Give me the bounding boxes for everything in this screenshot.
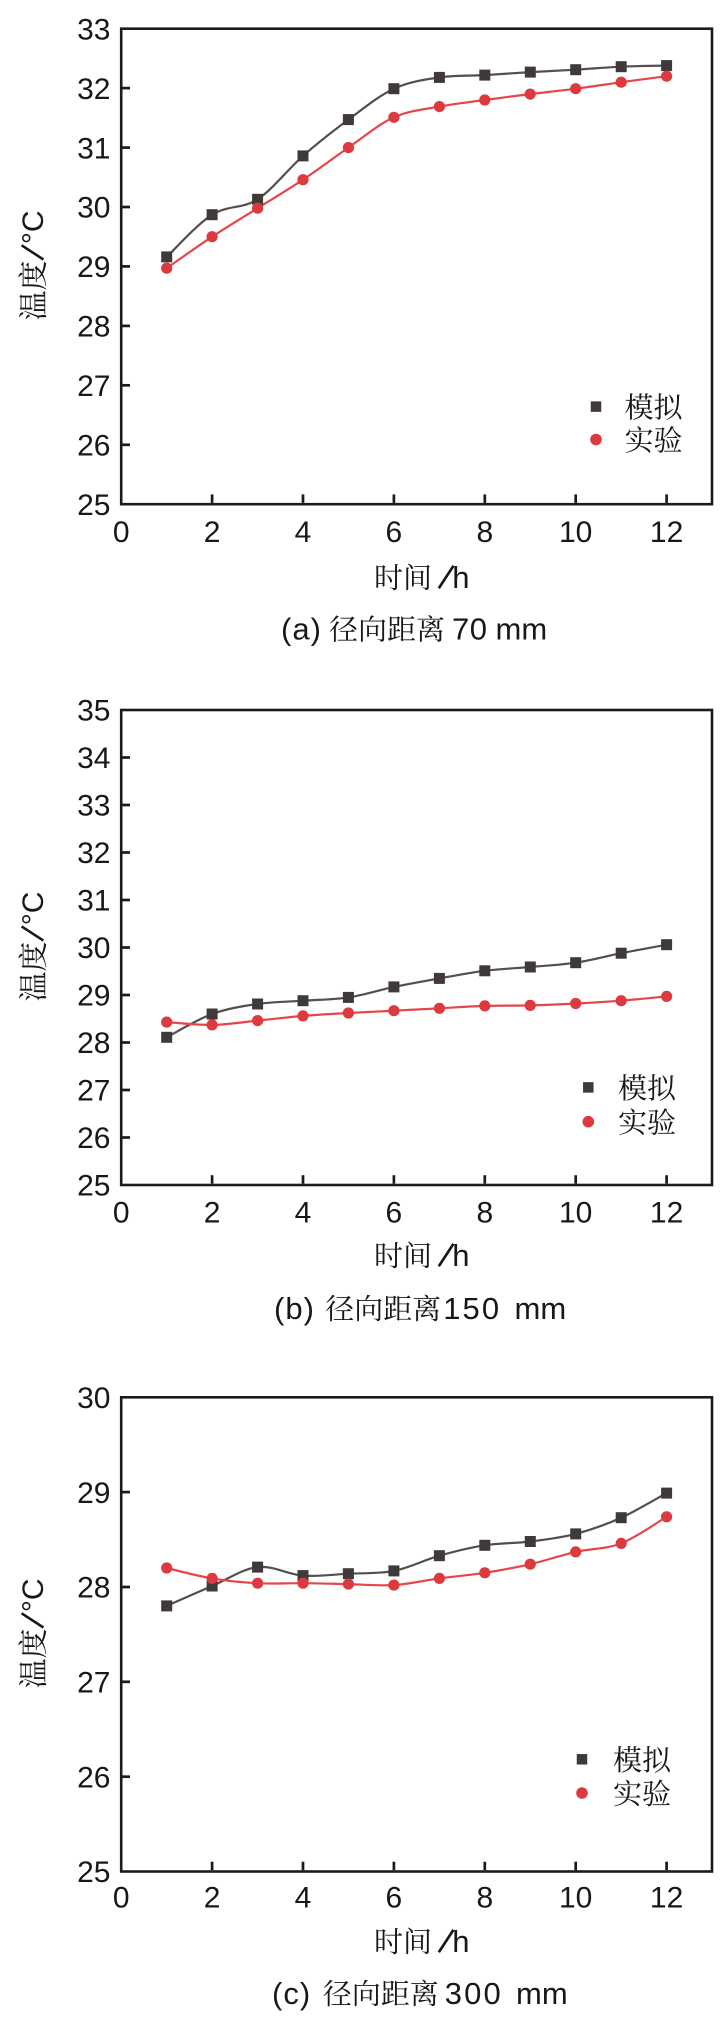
svg-text:25: 25 [77, 1170, 110, 1203]
svg-text:29: 29 [77, 251, 110, 284]
svg-text:25: 25 [77, 489, 110, 522]
svg-text:6: 6 [386, 516, 403, 549]
svg-text:6: 6 [386, 1197, 403, 1230]
svg-text:30: 30 [77, 932, 110, 965]
svg-text:°C: °C [17, 1578, 50, 1612]
svg-text:27: 27 [77, 1667, 110, 1700]
svg-text:mm: mm [496, 612, 548, 647]
svg-text:4: 4 [295, 1882, 312, 1915]
svg-text:mm: mm [515, 1291, 567, 1326]
svg-text:0: 0 [113, 1882, 130, 1915]
svg-text:32: 32 [77, 73, 110, 106]
svg-text:32: 32 [77, 837, 110, 870]
svg-text:10: 10 [559, 1882, 592, 1915]
svg-text:8: 8 [476, 516, 493, 549]
svg-text:(c): (c) [272, 1976, 311, 2011]
svg-text:30: 30 [77, 1382, 110, 1415]
svg-text:2: 2 [204, 516, 221, 549]
svg-text:0: 0 [113, 1197, 130, 1230]
svg-text:28: 28 [77, 1027, 110, 1060]
svg-text:2: 2 [204, 1197, 221, 1230]
svg-text:26: 26 [77, 1122, 110, 1155]
svg-text:25: 25 [77, 1856, 110, 1889]
svg-text:35: 35 [77, 695, 110, 728]
svg-text:°C: °C [17, 892, 50, 926]
svg-text:8: 8 [476, 1882, 493, 1915]
svg-text:8: 8 [476, 1197, 493, 1230]
svg-text:(b): (b) [274, 1291, 315, 1326]
svg-text:mm: mm [516, 1976, 568, 2011]
svg-text:30: 30 [77, 192, 110, 225]
svg-text:31: 31 [77, 885, 110, 918]
svg-text:27: 27 [77, 370, 110, 403]
svg-text:150: 150 [443, 1291, 501, 1326]
svg-text:31: 31 [77, 132, 110, 165]
svg-text:4: 4 [295, 1197, 312, 1230]
svg-text:0: 0 [113, 516, 130, 549]
svg-text:h: h [452, 560, 469, 595]
svg-text:°C: °C [17, 210, 50, 244]
svg-text:10: 10 [559, 1197, 592, 1230]
svg-text:33: 33 [77, 13, 110, 46]
svg-text:27: 27 [77, 1075, 110, 1108]
svg-text:12: 12 [650, 1882, 683, 1915]
svg-text:29: 29 [77, 980, 110, 1013]
svg-text:300: 300 [445, 1976, 503, 2011]
svg-text:28: 28 [77, 1572, 110, 1605]
svg-text:29: 29 [77, 1477, 110, 1510]
svg-text:70: 70 [452, 612, 487, 647]
svg-text:6: 6 [386, 1882, 403, 1915]
svg-text:26: 26 [77, 429, 110, 462]
svg-text:33: 33 [77, 790, 110, 823]
svg-text:10: 10 [559, 516, 592, 549]
svg-text:h: h [452, 1924, 469, 1959]
svg-text:12: 12 [650, 1197, 683, 1230]
svg-text:34: 34 [77, 742, 110, 775]
svg-text:(a): (a) [281, 612, 322, 647]
svg-text:h: h [452, 1238, 469, 1273]
svg-text:28: 28 [77, 311, 110, 344]
svg-text:26: 26 [77, 1761, 110, 1794]
svg-text:2: 2 [204, 1882, 221, 1915]
svg-text:4: 4 [295, 516, 312, 549]
svg-text:12: 12 [650, 516, 683, 549]
